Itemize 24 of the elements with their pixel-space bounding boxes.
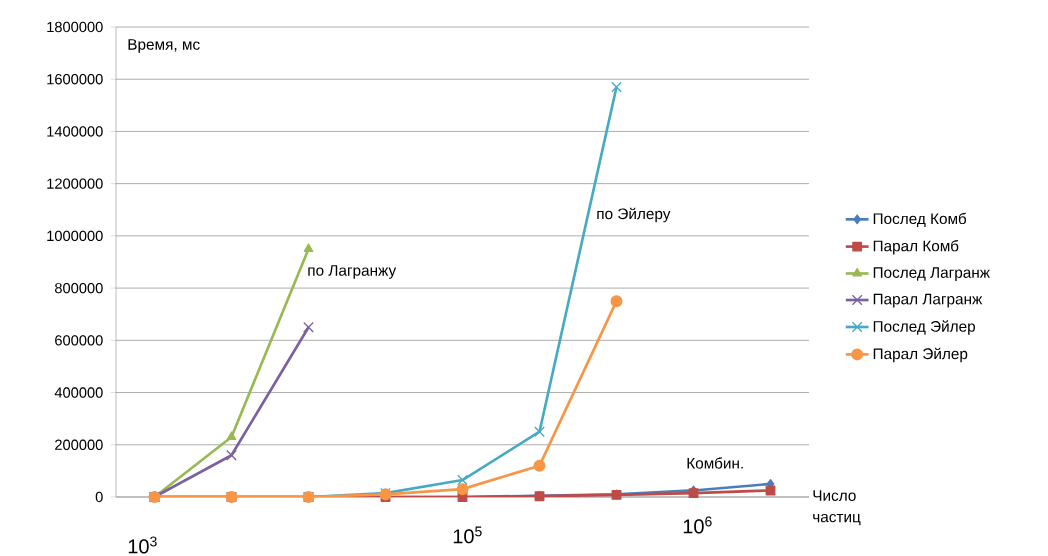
y-tick-label: 400000	[54, 387, 103, 398]
legend-label: Послед Лагранж	[873, 267, 990, 281]
y-tick-label: 1400000	[47, 126, 103, 137]
y-tick-label: 200000	[55, 439, 103, 450]
text: 10$^{6}$	[683, 516, 712, 534]
y-tick-label: 600000	[55, 335, 103, 346]
legend-label: Парал Комб	[873, 239, 959, 255]
text: 10$^{3}$	[128, 536, 157, 554]
x-axis-title: Число частиц	[813, 490, 861, 526]
y-tick-label: 0	[95, 491, 103, 503]
y-tick-label: 1800000	[47, 21, 103, 33]
y-tick-label: 1600000	[47, 74, 103, 85]
text: 10$^{5}$	[453, 526, 482, 544]
y-tick-label: 1200000	[47, 178, 103, 189]
legend-label: Парал Эйлер	[873, 347, 968, 363]
legend-label: Послед Эйлер	[873, 320, 976, 335]
annotation: по Лагранжу	[308, 265, 397, 279]
y-axis-title: Время, мс	[128, 39, 200, 53]
legend-label: Послед Комб	[873, 212, 967, 228]
annotation: по Эйлеру	[597, 207, 671, 223]
annotation: Комбин.	[687, 457, 743, 469]
legend-label: Парал Лагранж	[873, 293, 983, 308]
y-tick-label: 1000000	[47, 230, 103, 242]
y-tick-label: 800000	[54, 282, 103, 294]
